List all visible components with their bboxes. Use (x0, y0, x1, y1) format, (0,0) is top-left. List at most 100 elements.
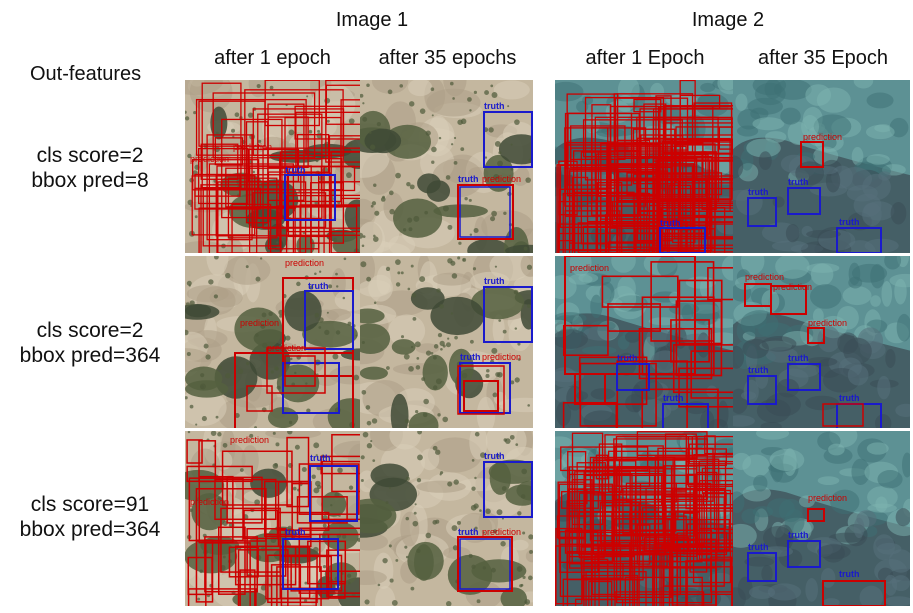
prediction-box (564, 529, 603, 554)
prediction-box (331, 434, 360, 493)
truth-label: truth (748, 365, 769, 375)
truth-box (787, 540, 821, 568)
truth-label: truth (484, 451, 505, 461)
prediction-box (807, 508, 825, 522)
tile-row1-image1-epoch1: truth prediction prediction (185, 80, 360, 253)
prediction-box (636, 431, 708, 456)
truth-box (459, 538, 511, 590)
truth-label: truth (460, 352, 481, 362)
tile-row2-image1-epoch35: truth truth prediction (360, 256, 533, 428)
prediction-box (583, 558, 609, 606)
truth-label: truth (484, 101, 505, 111)
prediction-box (463, 380, 499, 412)
row-label-3-cls: cls score=91 (30, 493, 150, 516)
prediction-box (558, 483, 614, 563)
prediction-box (707, 267, 733, 301)
prediction-box (822, 580, 886, 606)
truth-label: truth (748, 542, 769, 552)
prediction-box (654, 456, 733, 549)
row-label-2: cls score=2 bbox pred=364 (0, 318, 180, 368)
prediction-box (186, 465, 253, 483)
prediction-box (231, 203, 272, 253)
row-label-2-cls: cls score=2 (36, 319, 144, 342)
truth-box (659, 227, 706, 253)
row-label-3-bbox: bbox pred=364 (19, 518, 161, 541)
prediction-box (567, 451, 587, 507)
prediction-box (598, 443, 623, 493)
prediction-box (694, 157, 733, 218)
detection-image: predictionpredictionpredictiontruthtruth… (733, 256, 910, 428)
prediction-box (186, 439, 203, 464)
prediction-box (564, 112, 640, 217)
prediction-box (245, 121, 269, 224)
truth-label: truth (285, 527, 306, 537)
prediction-box (225, 167, 289, 208)
prediction-box (618, 492, 664, 525)
prediction-box (686, 473, 733, 486)
prediction-box (613, 438, 708, 501)
prediction-box (677, 177, 733, 253)
prediction-box (326, 549, 360, 598)
prediction-box (594, 554, 636, 606)
row-label-3: cls score=91 bbox pred=364 (0, 492, 180, 542)
prediction-box (267, 554, 318, 604)
prediction-box (206, 134, 253, 241)
prediction-box (188, 477, 244, 542)
prediction-box (239, 569, 256, 606)
prediction-box (594, 116, 616, 189)
prediction-label: prediction (808, 493, 847, 503)
prediction-box (675, 300, 723, 377)
prediction-label: prediction (267, 343, 306, 353)
column-header-4: after 35 Epoch (757, 47, 889, 69)
tile-row1-image2-epoch1: truth (555, 80, 733, 253)
truth-box (284, 174, 336, 221)
column-header-3: after 1 Epoch (585, 47, 705, 69)
truth-box (483, 286, 533, 343)
prediction-box (637, 178, 708, 234)
prediction-box (319, 533, 360, 572)
prediction-box (200, 143, 239, 180)
prediction-label: prediction (803, 132, 842, 142)
prediction-box (822, 403, 864, 427)
prediction-box (194, 187, 262, 210)
prediction-box (571, 176, 589, 253)
prediction-box (221, 450, 293, 506)
prediction-box (670, 319, 710, 363)
prediction-box (578, 511, 666, 555)
prediction-box (566, 551, 661, 606)
prediction-box (671, 137, 731, 212)
prediction-label: prediction (482, 174, 521, 184)
tile-row2-image1-epoch1: truth prediction prediction prediction (185, 256, 360, 428)
detection-image: truth (555, 80, 733, 253)
prediction-box (607, 303, 661, 332)
prediction-box (252, 108, 345, 157)
prediction-box (566, 500, 632, 581)
truth-label: truth (663, 393, 684, 403)
prediction-box (237, 549, 289, 606)
prediction-box (204, 536, 258, 593)
prediction-box (601, 275, 679, 308)
prediction-box (192, 159, 260, 191)
row-label-1-cls: cls score=2 (36, 144, 144, 167)
prediction-label: prediction (240, 318, 279, 328)
prediction-box (262, 147, 360, 229)
prediction-label: prediction (230, 435, 269, 445)
prediction-label: prediction (808, 318, 847, 328)
prediction-box (662, 566, 733, 606)
prediction-label: prediction (190, 497, 229, 507)
prediction-box (195, 98, 307, 156)
detection-image: truth prediction prediction prediction (185, 256, 360, 428)
prediction-box (770, 285, 807, 315)
prediction-box (191, 175, 256, 236)
prediction-box (578, 356, 648, 405)
prediction-box (310, 182, 345, 244)
prediction-box (560, 446, 649, 472)
prediction-box (570, 125, 626, 161)
truth-label: truth (310, 453, 331, 463)
image2-title: Image 2 (691, 9, 765, 31)
truth-box (459, 186, 511, 238)
prediction-box (555, 527, 583, 605)
prediction-box (656, 159, 711, 235)
truth-box (309, 465, 358, 522)
row-header: Out-features (30, 63, 142, 85)
